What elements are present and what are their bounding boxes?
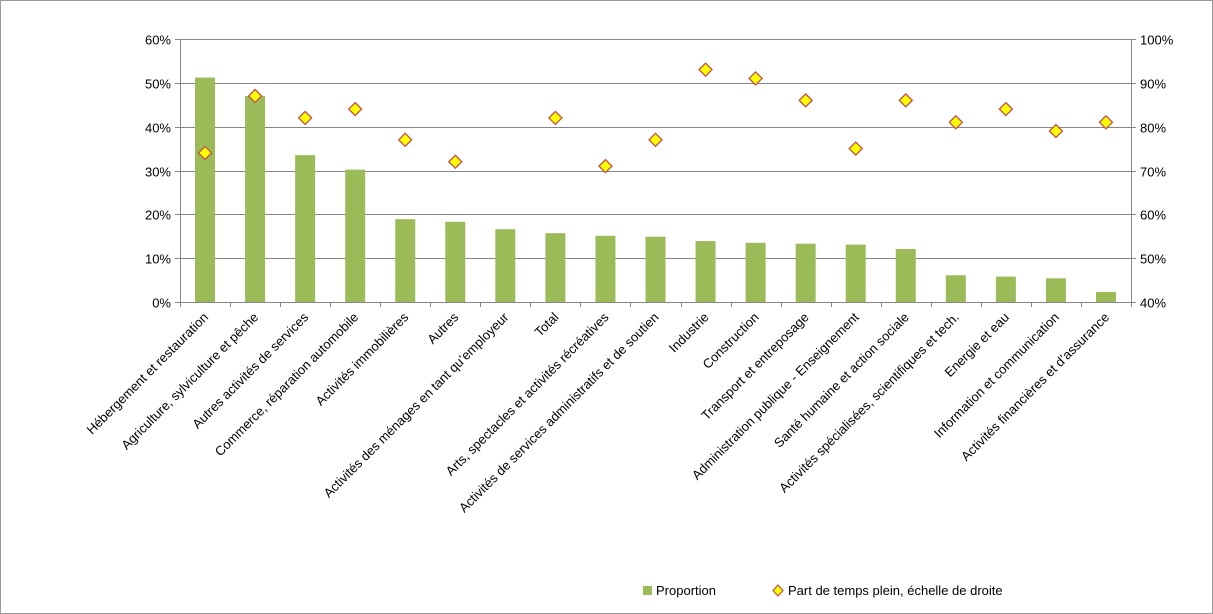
marker-series [197, 62, 1114, 174]
marker [848, 141, 864, 157]
bar-series [195, 77, 1116, 302]
legend: Proportion Part de temps plein, échelle … [643, 583, 1003, 598]
marker [247, 88, 263, 104]
y-right-axis: 40% 50% 60% 70% 80% 90% 100% [1131, 33, 1174, 311]
marker [1098, 114, 1114, 130]
bar [445, 221, 466, 302]
y-right-tick-label: 40% [1140, 296, 1166, 311]
bar [345, 169, 366, 302]
bar [495, 229, 516, 302]
bar [1095, 291, 1116, 302]
marker [648, 132, 663, 148]
y-left-tick-label: 10% [145, 252, 171, 267]
bar [945, 275, 966, 302]
bar [745, 242, 766, 302]
y-left-axis: 0% 10% 20% 30% 40% 50% 60% [145, 33, 180, 311]
marker [948, 114, 964, 130]
x-tick-label: Industrie [666, 310, 712, 356]
x-tick-label: Autres [424, 309, 462, 347]
marker [347, 101, 363, 117]
bar [395, 219, 416, 302]
bar [695, 241, 716, 302]
x-tick-label: Total [531, 309, 561, 339]
x-tick-label: Activités immobilières [312, 309, 411, 408]
x-axis-labels: Hébergement et restaurationAgriculture, … [84, 309, 1113, 515]
marker [998, 101, 1014, 117]
y-right-tick-label: 60% [1140, 208, 1166, 223]
y-left-tick-label: 40% [145, 121, 171, 136]
gridlines [180, 39, 1131, 259]
bar [195, 77, 216, 302]
bar [295, 155, 316, 302]
marker [547, 110, 563, 126]
legend-swatch-proportion [643, 586, 652, 595]
bar [645, 236, 666, 302]
legend-swatch-full-time [772, 584, 784, 597]
y-right-tick-label: 50% [1140, 252, 1166, 267]
y-right-tick-label: 100% [1140, 33, 1174, 48]
x-tick-label: Activités des ménages en tant qu’employe… [320, 309, 511, 500]
y-right-tick-label: 70% [1140, 165, 1166, 180]
legend-label-full-time: Part de temps plein, échelle de droite [788, 583, 1003, 598]
y-left-tick-label: 60% [145, 33, 171, 48]
y-left-tick-label: 30% [145, 165, 171, 180]
bar [595, 235, 616, 302]
bar [245, 95, 266, 302]
marker [698, 62, 713, 78]
marker [798, 92, 814, 108]
marker [447, 154, 463, 170]
y-left-tick-label: 50% [145, 77, 171, 92]
marker [1048, 123, 1064, 139]
marker [898, 92, 914, 108]
bar [845, 244, 866, 302]
y-right-tick-label: 80% [1140, 121, 1166, 136]
marker [598, 158, 613, 174]
bar [545, 233, 566, 302]
bar [995, 276, 1016, 302]
marker [197, 145, 213, 161]
marker [297, 110, 313, 126]
y-left-tick-label: 20% [145, 208, 171, 223]
bar [1045, 278, 1066, 302]
y-left-tick-label: 0% [152, 296, 171, 311]
bar [895, 248, 916, 302]
x-tick-label: Activités spécialisées, scientifiques et… [776, 310, 962, 496]
legend-label-proportion: Proportion [656, 583, 716, 598]
marker [397, 132, 413, 148]
bar [795, 243, 816, 302]
marker [748, 71, 764, 86]
y-right-tick-label: 90% [1140, 77, 1166, 92]
